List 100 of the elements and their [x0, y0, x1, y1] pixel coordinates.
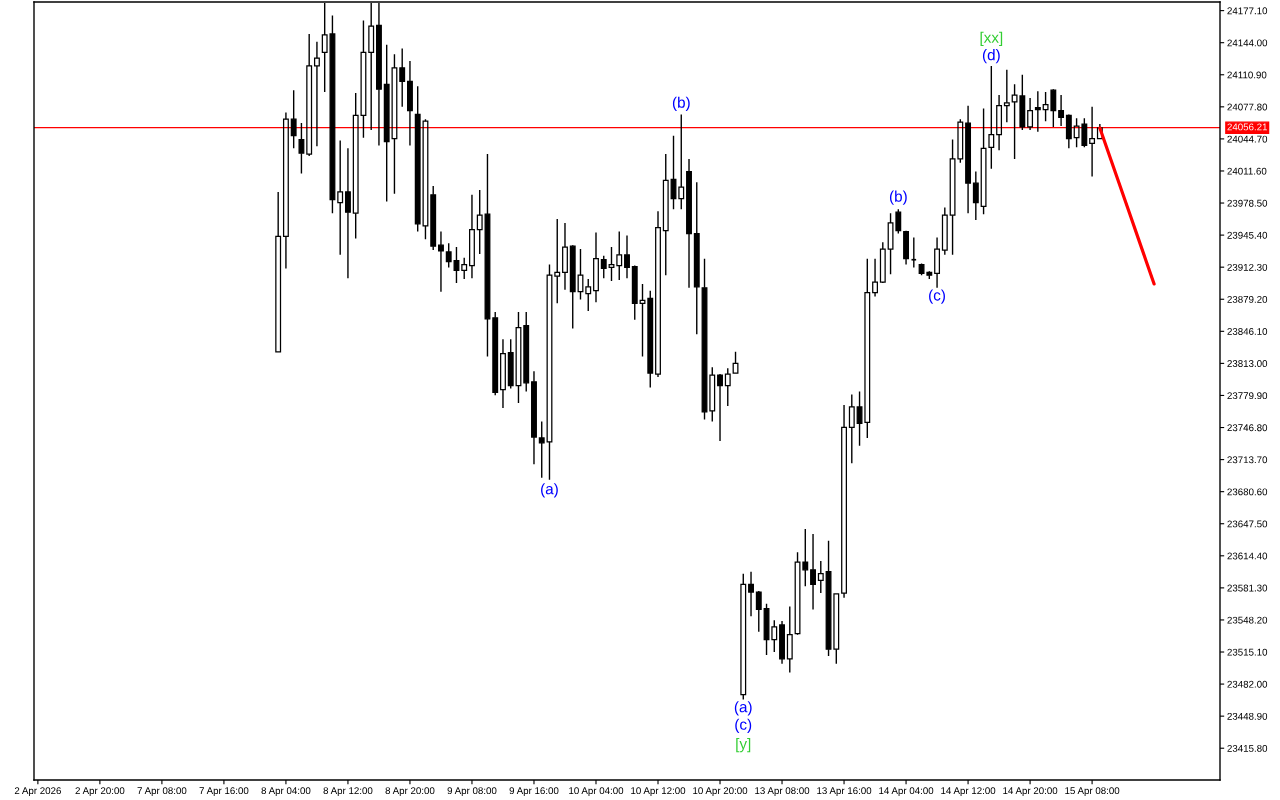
candlestick: [337, 139, 344, 256]
y-tick-label: 24011.60: [1227, 167, 1267, 175]
candlestick: [786, 605, 793, 674]
candlestick: [647, 290, 654, 389]
y-tick-label: 23846.10: [1227, 328, 1268, 335]
candlestick: [717, 374, 723, 442]
y-tick-label: 23448.90: [1227, 712, 1268, 720]
candlestick: [1089, 105, 1096, 178]
x-tick-label: 2 Apr 2026: [14, 787, 61, 797]
candlestick: [724, 367, 731, 407]
candlestick: [941, 206, 948, 256]
ref-line-label: 24056.21: [1227, 123, 1268, 131]
y-tick-label: 23713.70: [1227, 456, 1268, 464]
y-tick-label: 23680.60: [1227, 488, 1268, 496]
candlestick: [298, 122, 305, 175]
candlestick: [748, 570, 754, 617]
y-tick-label: 23415.80: [1227, 744, 1268, 752]
candlestick: [438, 230, 444, 293]
candlestick: [996, 94, 1003, 151]
x-tick-label: 13 Apr 16:00: [817, 787, 872, 797]
candlestick: [562, 222, 568, 291]
candlestick: [755, 591, 762, 633]
y-tick-label: 23581.30: [1227, 584, 1268, 592]
y-tick-label: 23482.00: [1227, 680, 1268, 688]
candlestick: [662, 153, 669, 276]
x-tick-label: 10 Apr 04:00: [569, 787, 624, 797]
y-tick-label: 24177.10: [1227, 7, 1268, 15]
x-tick-label: 7 Apr 08:00: [137, 787, 187, 797]
candlestick: [872, 258, 879, 298]
x-tick-label: 9 Apr 16:00: [509, 787, 559, 797]
y-tick-label: 23945.40: [1227, 231, 1268, 239]
candlestick: [980, 107, 987, 215]
candlestick: [903, 230, 910, 266]
annotation: (b): [889, 190, 907, 205]
candlestick: [569, 245, 576, 330]
candlestick: [934, 236, 941, 289]
x-tick-label: 8 Apr 12:00: [323, 787, 373, 797]
candlestick: [1034, 90, 1041, 133]
candlestick: [817, 560, 824, 594]
annotation: (c): [929, 289, 945, 304]
x-tick-label: 14 Apr 12:00: [941, 787, 996, 797]
y-tick-label: 23614.40: [1227, 552, 1268, 560]
candlestick: [624, 234, 630, 279]
y-tick-label: 24077.80: [1227, 103, 1268, 111]
annotation: (c): [735, 718, 752, 733]
candlestick: [1058, 94, 1065, 127]
x-tick-label: 9 Apr 08:00: [447, 787, 497, 797]
candlestick: [779, 620, 785, 665]
x-tick-label: 13 Apr 08:00: [755, 787, 810, 797]
candlestick: [275, 191, 282, 353]
y-tick-label: 23647.50: [1227, 520, 1268, 528]
candlestick: [344, 147, 351, 279]
candlestick: [500, 338, 506, 409]
candlestick: [972, 170, 979, 221]
annotation: (a): [541, 483, 558, 498]
x-tick-label: 15 Apr 08:00: [1065, 787, 1120, 797]
annotation: [xx]: [980, 31, 1003, 46]
candlestick: [282, 111, 289, 270]
x-tick-label: 8 Apr 20:00: [385, 787, 435, 797]
y-tick-label: 24110.90: [1227, 71, 1267, 79]
candlestick: [407, 60, 413, 147]
candlestick: [810, 533, 816, 611]
y-tick-label: 23813.00: [1227, 360, 1268, 368]
candlestick: [399, 47, 406, 108]
candlestick: [965, 104, 972, 214]
candlestick: [841, 404, 847, 599]
candlestick: [678, 113, 685, 211]
candlestick: [290, 89, 297, 149]
annotation: (b): [672, 96, 690, 111]
y-tick-label: 23879.20: [1227, 295, 1268, 303]
candlestick: [531, 370, 537, 465]
candlestick: [593, 231, 599, 304]
x-tick-label: 14 Apr 20:00: [1003, 787, 1058, 797]
candlestick: [515, 311, 522, 404]
candlestick: [313, 41, 320, 148]
candlestick: [585, 278, 592, 312]
candlestick: [686, 158, 692, 289]
candlestick: [306, 33, 313, 157]
candlestick: [1065, 114, 1072, 149]
candlestick: [538, 420, 545, 479]
y-tick-label: 24144.00: [1227, 39, 1268, 47]
annotation: [y]: [736, 738, 751, 753]
y-tick-label: 23978.50: [1227, 199, 1268, 207]
candlestick: [709, 366, 716, 423]
annotation: (d): [982, 49, 1000, 64]
candlestick: [523, 311, 530, 393]
y-tick-label: 23779.90: [1227, 392, 1268, 400]
candlestick: [577, 248, 584, 301]
candlestick: [546, 263, 553, 481]
annotation: (a): [734, 701, 752, 716]
x-tick-label: 8 Apr 04:00: [261, 787, 311, 797]
y-tick-label: 23912.30: [1227, 263, 1268, 271]
x-tick-label: 7 Apr 16:00: [199, 787, 249, 797]
y-tick-label: 24044.70: [1227, 135, 1268, 143]
candlestick: [655, 210, 661, 378]
x-tick-label: 10 Apr 20:00: [693, 787, 748, 797]
candlestick: [910, 236, 917, 269]
y-tick-label: 23746.80: [1227, 424, 1268, 432]
candlestick: [469, 194, 475, 279]
y-tick-label: 23515.10: [1227, 648, 1268, 656]
